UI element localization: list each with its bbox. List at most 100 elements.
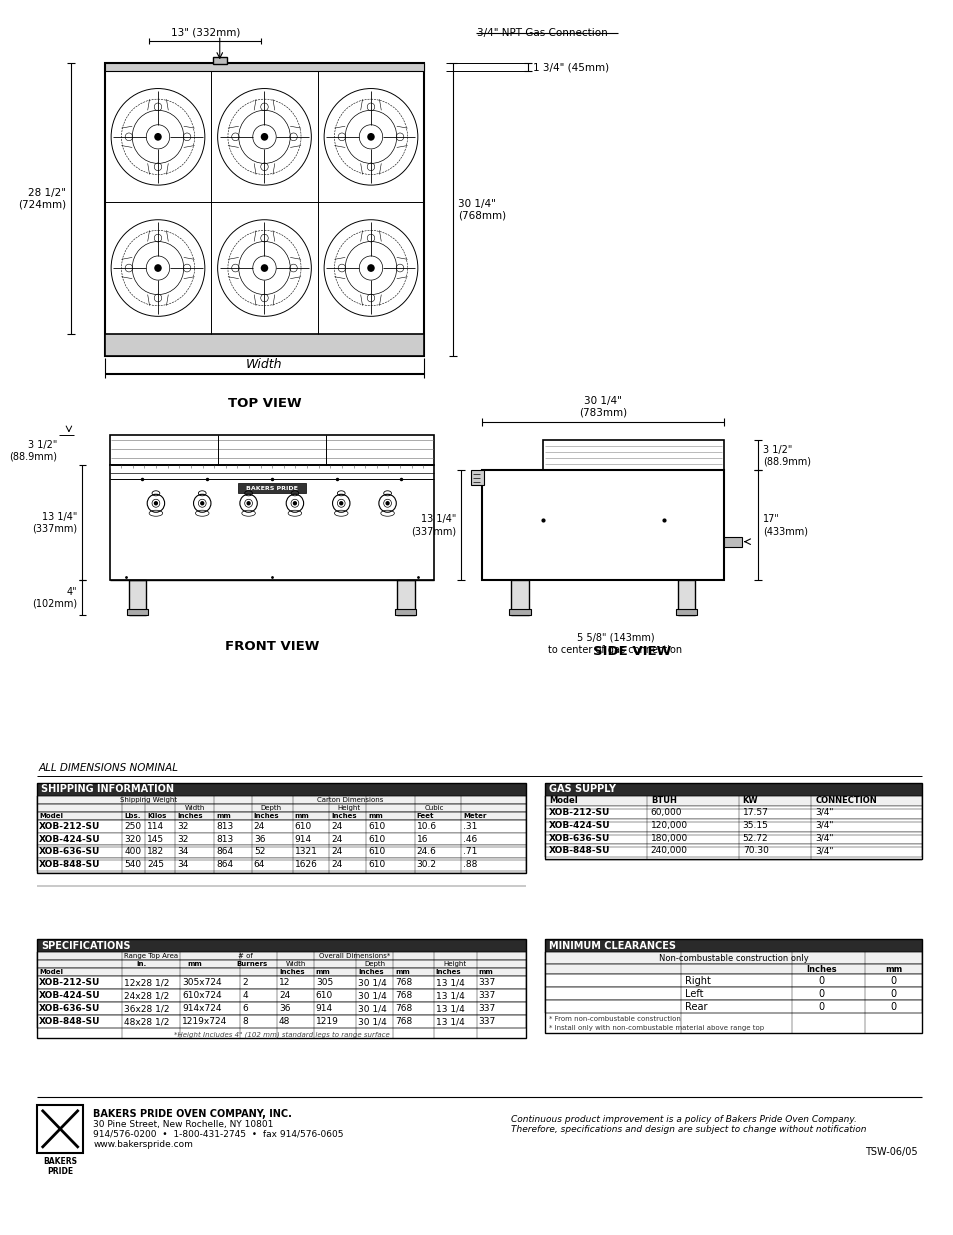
Bar (110, 436, 434, 466)
Bar (545, 783, 921, 795)
Text: 337: 337 (478, 1004, 496, 1013)
Text: 320: 320 (124, 835, 141, 844)
Circle shape (339, 501, 342, 505)
Text: Height: Height (443, 961, 466, 967)
Text: .46: .46 (462, 835, 476, 844)
Text: 34: 34 (177, 861, 189, 869)
Text: 610: 610 (315, 992, 333, 1000)
Text: 24: 24 (331, 847, 342, 856)
Text: 768: 768 (395, 978, 412, 987)
Text: BAKERS PRIDE OVEN COMPANY, INC.: BAKERS PRIDE OVEN COMPANY, INC. (93, 1109, 292, 1119)
Bar (545, 805, 921, 819)
Text: XOB-636-SU: XOB-636-SU (39, 847, 100, 856)
Bar (37, 976, 525, 989)
Bar (37, 795, 525, 804)
Text: mm: mm (294, 813, 309, 819)
Text: Rear: Rear (684, 1002, 706, 1011)
Text: 36x28 1/2: 36x28 1/2 (124, 1004, 170, 1013)
Text: 3 1/2"
(88.9mm): 3 1/2" (88.9mm) (762, 445, 810, 466)
Bar (37, 968, 525, 976)
Bar (37, 846, 525, 858)
Text: Meter: Meter (462, 813, 486, 819)
Bar (545, 940, 921, 1032)
Text: 24: 24 (253, 821, 265, 830)
Text: Inches: Inches (358, 969, 384, 976)
Text: 13 1/4"
(337mm): 13 1/4" (337mm) (32, 513, 77, 534)
Text: 768: 768 (395, 1018, 412, 1026)
Text: 610x724: 610x724 (182, 992, 222, 1000)
Circle shape (367, 264, 375, 272)
Text: Width: Width (246, 358, 282, 370)
Text: 13 1/4: 13 1/4 (436, 978, 464, 987)
Bar (213, 57, 226, 64)
Text: 13 1/4"
(337mm): 13 1/4" (337mm) (411, 515, 456, 536)
Text: 52.72: 52.72 (742, 834, 767, 842)
Text: Inches: Inches (278, 969, 304, 976)
Text: BAKERS
PRIDE: BAKERS PRIDE (43, 1157, 77, 1176)
Text: 36: 36 (253, 835, 265, 844)
Bar (545, 974, 921, 987)
Circle shape (154, 501, 157, 505)
Text: 30 Pine Street, New Rochelle, NY 10801: 30 Pine Street, New Rochelle, NY 10801 (93, 1120, 274, 1129)
Text: Feet: Feet (416, 813, 434, 819)
Text: 813: 813 (215, 835, 233, 844)
Text: 240,000: 240,000 (650, 846, 687, 856)
Text: 610: 610 (368, 861, 385, 869)
Text: 3/4": 3/4" (815, 846, 833, 856)
Text: Model: Model (549, 797, 578, 805)
Text: 813: 813 (215, 821, 233, 830)
Text: Depth: Depth (260, 804, 281, 810)
Text: 1219x724: 1219x724 (182, 1018, 227, 1026)
Bar (110, 466, 434, 580)
Text: mm: mm (215, 813, 231, 819)
Bar (37, 783, 525, 795)
Text: 2: 2 (242, 978, 248, 987)
Text: 3/4" NPT Gas Connection: 3/4" NPT Gas Connection (476, 28, 608, 38)
Bar (545, 1000, 921, 1013)
Text: 64: 64 (253, 861, 265, 869)
Text: mm: mm (395, 969, 410, 976)
Text: Height: Height (336, 804, 360, 810)
Bar (545, 952, 921, 965)
Bar (129, 580, 146, 615)
Text: 13 1/4: 13 1/4 (436, 1018, 464, 1026)
Text: Non-combustable construction only: Non-combustable construction only (658, 953, 807, 963)
Text: 914: 914 (315, 1004, 333, 1013)
Text: 12x28 1/2: 12x28 1/2 (124, 978, 170, 987)
Text: SPECIFICATIONS: SPECIFICATIONS (41, 941, 131, 951)
Circle shape (154, 264, 162, 272)
Bar (545, 819, 921, 831)
Text: XOB-212-SU: XOB-212-SU (39, 978, 100, 987)
Text: * Install only with non-combustable material above range top: * Install only with non-combustable mate… (549, 1025, 763, 1031)
Bar (545, 783, 921, 860)
Text: 0: 0 (890, 989, 896, 999)
Text: mm: mm (884, 965, 902, 973)
Text: 1 3/4" (45mm): 1 3/4" (45mm) (532, 62, 608, 72)
Text: 305: 305 (315, 978, 333, 987)
Text: 30 1/4"
(783mm): 30 1/4" (783mm) (578, 396, 627, 417)
Text: 10.6: 10.6 (416, 821, 436, 830)
Text: XOB-848-SU: XOB-848-SU (39, 861, 100, 869)
Bar (545, 845, 921, 857)
Text: KW: KW (742, 797, 758, 805)
Text: 610: 610 (368, 847, 385, 856)
Text: .31: .31 (462, 821, 476, 830)
Text: 305x724: 305x724 (182, 978, 222, 987)
Bar (470, 471, 484, 485)
Circle shape (154, 133, 162, 141)
Text: Inches: Inches (805, 965, 836, 973)
Circle shape (260, 264, 268, 272)
Text: 13 1/4: 13 1/4 (436, 1004, 464, 1013)
Text: 32: 32 (177, 821, 189, 830)
Text: 0: 0 (818, 989, 823, 999)
Text: XOB-212-SU: XOB-212-SU (549, 808, 610, 816)
Text: Overall Dimensions*: Overall Dimensions* (318, 953, 390, 960)
Text: 145: 145 (147, 835, 164, 844)
Text: 24: 24 (278, 992, 290, 1000)
Bar (105, 63, 424, 356)
Text: 4"
(102mm): 4" (102mm) (32, 587, 77, 609)
Text: TSW-06/05: TSW-06/05 (864, 1147, 917, 1157)
Text: 610: 610 (368, 821, 385, 830)
Bar (396, 580, 415, 615)
Text: BTUH: BTUH (650, 797, 676, 805)
